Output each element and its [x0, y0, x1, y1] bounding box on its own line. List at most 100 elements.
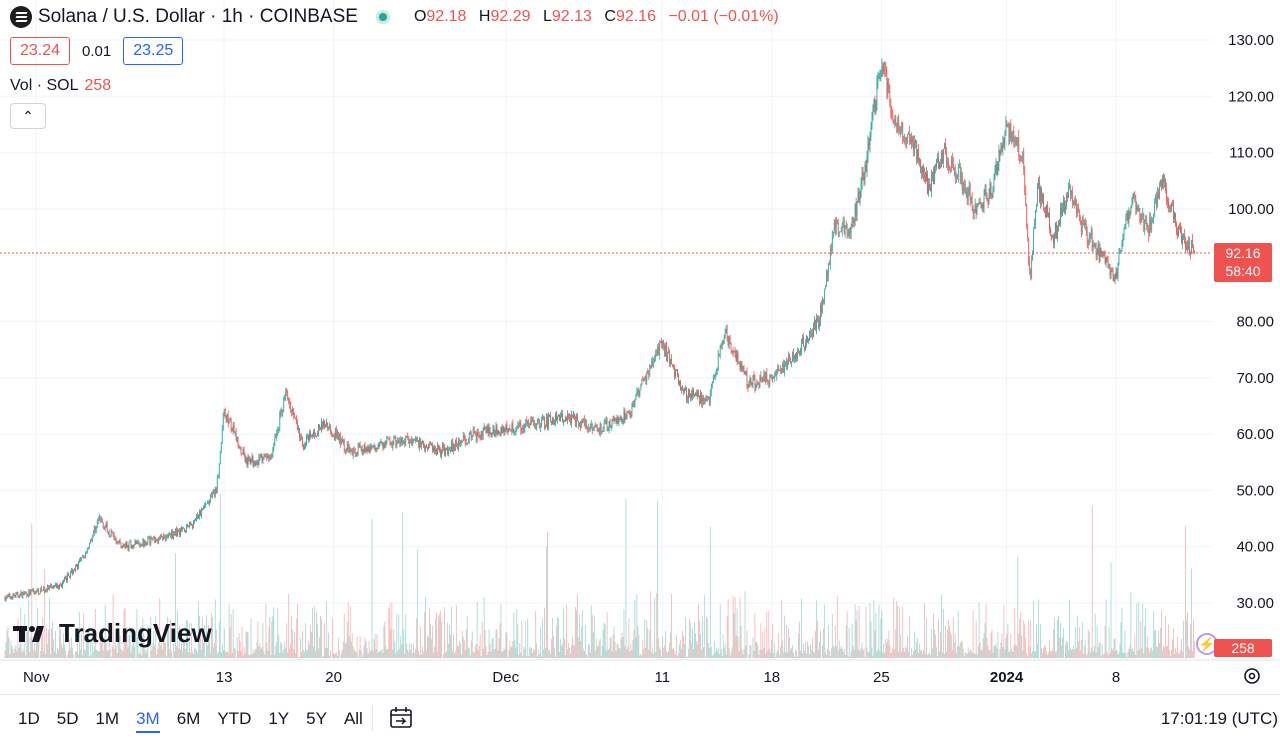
volume-bar	[659, 647, 660, 658]
volume-bar	[1031, 653, 1032, 658]
volume-bar	[782, 640, 783, 658]
candle-body	[220, 451, 221, 463]
candle-body	[554, 423, 555, 424]
period-1y[interactable]: 1Y	[268, 709, 289, 733]
volume-bar	[707, 619, 708, 658]
market-status-icon[interactable]	[376, 10, 390, 24]
candle-body	[165, 537, 166, 539]
volume-bar	[318, 649, 319, 658]
candle-body	[877, 82, 878, 106]
volume-bar	[557, 617, 558, 658]
candle-body	[1109, 267, 1110, 268]
candle-body	[374, 445, 375, 447]
candle-body	[822, 299, 823, 311]
volume-bar	[424, 612, 425, 658]
candle-body	[1118, 265, 1119, 278]
candle-body	[30, 590, 31, 594]
volume-bar	[1176, 652, 1177, 658]
period-all[interactable]: All	[344, 709, 363, 733]
volume-bar	[733, 596, 734, 658]
date-range-icon[interactable]	[388, 705, 414, 731]
period-5d[interactable]: 5D	[57, 709, 79, 733]
volume-bar	[256, 649, 257, 658]
symbol-title[interactable]: Solana / U.S. Dollar · 1h · COINBASE	[38, 6, 358, 28]
volume-bar	[244, 647, 245, 658]
candle-body	[286, 391, 287, 393]
period-ytd[interactable]: YTD	[217, 709, 251, 733]
volume-bar	[693, 649, 694, 658]
volume-bar	[302, 631, 303, 658]
volume-bar	[151, 651, 152, 658]
candle-body	[675, 371, 676, 376]
candle-body	[40, 588, 41, 593]
candle-body	[397, 441, 398, 443]
candle-body	[274, 437, 275, 445]
candle-body	[86, 552, 87, 553]
period-1d[interactable]: 1D	[18, 709, 40, 733]
candle-body	[956, 176, 957, 179]
candle-body	[310, 433, 311, 437]
volume-bar	[677, 656, 678, 658]
candle-body	[222, 427, 223, 444]
buy-button[interactable]: 23.25	[123, 37, 183, 65]
volume-bar	[326, 601, 327, 658]
candle-body	[218, 475, 219, 476]
candle-body	[41, 588, 42, 591]
candle-body	[202, 509, 203, 510]
volume-bar	[715, 652, 716, 658]
period-5y[interactable]: 5Y	[306, 709, 327, 733]
utc-clock[interactable]: 17:01:19 (UTC)	[1161, 709, 1278, 729]
candle-body	[964, 184, 965, 187]
candle-body	[1140, 220, 1141, 221]
candle-body	[1002, 146, 1003, 150]
volume-bar	[1117, 650, 1118, 658]
candle-body	[105, 527, 106, 529]
volume-bar	[572, 637, 573, 658]
candle-body	[1187, 246, 1188, 249]
volume-bar	[72, 648, 73, 658]
volume-bar	[678, 653, 679, 658]
candle-body	[704, 398, 705, 400]
period-6m[interactable]: 6M	[177, 709, 201, 733]
candle-body	[281, 410, 282, 413]
volume-bar	[356, 653, 357, 658]
candle-body	[319, 425, 320, 429]
volume-bar	[398, 615, 399, 658]
price-chart[interactable]: 130.00120.00110.00100.0080.0070.0060.005…	[0, 0, 1280, 694]
volume-bar	[903, 648, 904, 658]
candle-body	[282, 412, 283, 413]
candle-body	[657, 347, 658, 353]
candle-body	[56, 585, 57, 589]
volume-bar	[98, 651, 99, 658]
volume-bar	[14, 653, 15, 658]
candle-body	[999, 150, 1000, 165]
volume-bar	[278, 635, 279, 658]
candle-body	[100, 516, 101, 521]
candle-body	[754, 376, 755, 377]
volume-bar	[431, 639, 432, 658]
candle-body	[1090, 233, 1091, 237]
candle-body	[5, 597, 6, 600]
volume-bar	[972, 653, 973, 658]
candle-body	[8, 595, 9, 596]
volume-bar	[383, 653, 384, 658]
collapse-legend-button[interactable]: ⌃	[10, 103, 46, 129]
candle-body	[134, 545, 135, 548]
candle-body	[1085, 224, 1086, 226]
candle-body	[954, 169, 955, 170]
period-1m[interactable]: 1M	[95, 709, 119, 733]
volume-bar	[1048, 652, 1049, 658]
volume-bar	[243, 655, 244, 658]
period-3m[interactable]: 3M	[136, 709, 160, 733]
candle-body	[1189, 241, 1190, 252]
candle-body	[991, 184, 992, 196]
volume-bar	[123, 651, 124, 658]
volume-bar	[308, 641, 309, 658]
volume-bar	[357, 637, 358, 658]
sell-button[interactable]: 23.24	[10, 37, 70, 65]
candle-body	[1147, 224, 1148, 228]
volume-bar	[866, 607, 867, 658]
gear-icon[interactable]	[1242, 666, 1262, 686]
volume-bar	[1016, 646, 1017, 658]
volume-bar	[218, 652, 219, 658]
